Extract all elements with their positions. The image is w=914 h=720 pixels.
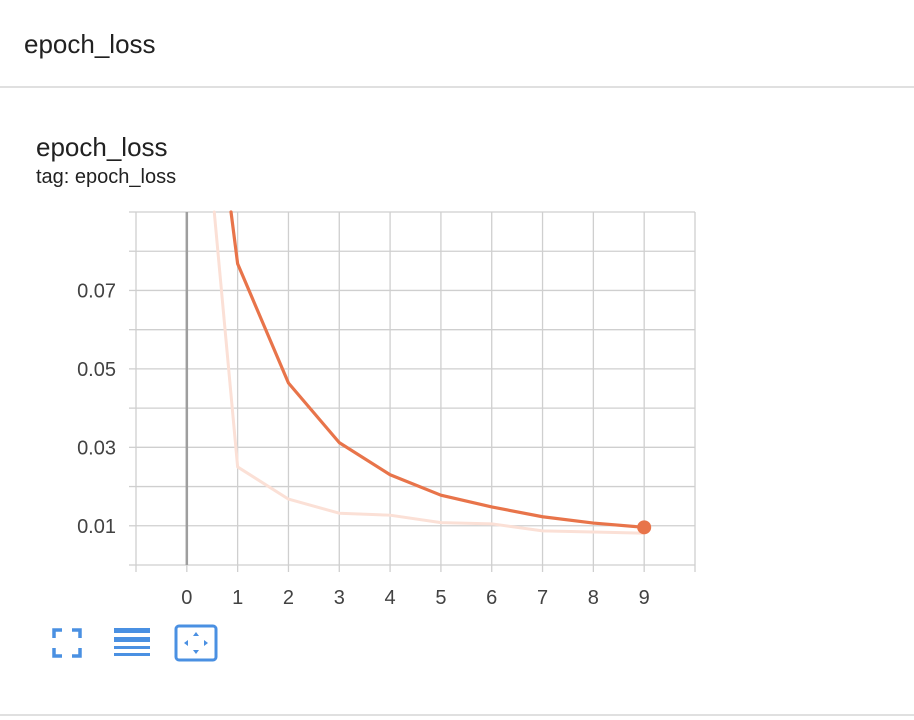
x-tick-label: 0: [181, 587, 192, 609]
lines-icon: [114, 628, 150, 656]
x-tick-label: 8: [588, 587, 599, 609]
loss-chart[interactable]: 0 1 2 3 4 5 6 7 8 9 0.01 0.03 0.05 0.07: [0, 200, 914, 610]
tick-labels: 0 1 2 3 4 5 6 7 8 9 0.01 0.03 0.05 0.07: [77, 280, 650, 609]
y-tick-label: 0.05: [77, 359, 116, 381]
axes: [129, 211, 696, 572]
fullscreen-icon: [52, 628, 82, 658]
series-line-raw: [212, 210, 646, 535]
series-line-smoothed: [229, 210, 646, 529]
page-title: epoch_loss: [24, 29, 156, 59]
grid: [135, 211, 696, 566]
fit-domain-button[interactable]: [174, 624, 218, 662]
x-tick-label: 1: [232, 587, 243, 609]
x-tick-label: 7: [537, 587, 548, 609]
fullscreen-button[interactable]: [50, 626, 84, 660]
series-layer: [212, 210, 652, 535]
card-title: epoch_loss: [36, 132, 168, 162]
y-tick-label: 0.01: [77, 516, 116, 538]
footer-divider: [0, 714, 914, 716]
x-tick-label: 4: [385, 587, 396, 609]
page-header: epoch_loss: [0, 0, 914, 88]
y-tick-label: 0.03: [77, 437, 116, 459]
y-tick-label: 0.07: [77, 280, 116, 302]
series-end-point: [637, 520, 652, 535]
fit-domain-icon: [174, 624, 218, 662]
toggle-y-scale-button[interactable]: [112, 626, 152, 660]
card-tag: tag: epoch_loss: [36, 166, 177, 188]
x-tick-label: 6: [486, 587, 497, 609]
x-tick-label: 9: [639, 587, 650, 609]
x-tick-label: 3: [334, 587, 345, 609]
x-tick-label: 5: [435, 587, 446, 609]
x-tick-label: 2: [283, 587, 294, 609]
